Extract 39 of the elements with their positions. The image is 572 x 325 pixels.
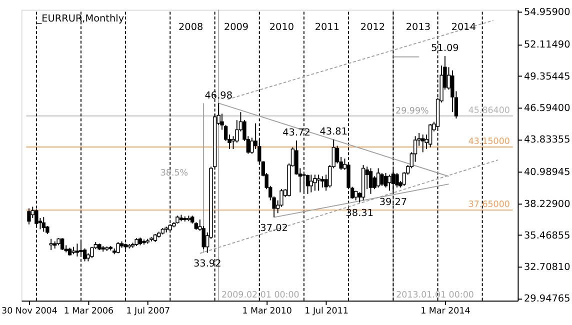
y-tick-label: 49.35445 [524, 71, 570, 82]
x2-tick-label: 2008 [178, 22, 204, 34]
y-tick-label: 29.94765 [524, 294, 570, 305]
x2-tick-label: 2009 [224, 22, 249, 34]
ref-line-label: 2013.01.01 00:00 [396, 290, 474, 301]
x-tick-label: 1 Jul 2007 [126, 306, 170, 317]
y-tick-label: 38.22900 [524, 198, 570, 210]
annotation: 38.5% [160, 168, 188, 179]
ref-line-label: 45.86400 [468, 106, 510, 116]
y-tick-label: 52.11490 [524, 40, 570, 51]
y-tick-label: 35.46855 [524, 230, 570, 242]
x-tick-label: 1 Mar 2006 [64, 306, 114, 317]
chart-title: _EURRUR,Monthly [36, 13, 124, 24]
x2-tick-label: 2011 [314, 22, 340, 34]
y-tick-label: 43.83355 [524, 134, 570, 146]
ref-line-label: 37.65000 [468, 200, 510, 210]
annotation: 33.92 [194, 258, 222, 270]
annotation: 39.27 [379, 197, 408, 208]
x-tick-label: 1 Jul 2011 [304, 306, 348, 317]
x-tick-label: 1 Mar 2014 [420, 306, 471, 317]
x2-tick-label: 2013 [406, 22, 431, 34]
y-tick-label: 32.70810 [524, 262, 570, 274]
x-tick-label: 30 Nov 2004 [2, 306, 58, 317]
y-tick-label: 40.98945 [524, 167, 570, 178]
annotation: 29.99% [396, 106, 429, 116]
annotation: 43.81 [320, 126, 348, 138]
annotation: 51.09 [431, 43, 459, 54]
ref-line-label: 43.15000 [468, 137, 510, 148]
x2-tick-label: 2012 [360, 22, 386, 34]
y-tick-label: 46.59400 [524, 102, 570, 114]
annotation: 37.02 [260, 222, 288, 234]
x2-tick-label: 2014 [451, 22, 476, 34]
x2-tick-label: 2010 [269, 22, 294, 34]
x-tick-label: 1 Mar 2010 [242, 306, 292, 317]
y-tick-label: 54.95900 [524, 7, 570, 18]
ref-line-label: 2009.02.01 00:00 [222, 290, 300, 301]
annotation: 46.98 [204, 90, 232, 102]
annotation: 38.31 [346, 208, 374, 220]
annotation: 43.72 [282, 128, 310, 139]
